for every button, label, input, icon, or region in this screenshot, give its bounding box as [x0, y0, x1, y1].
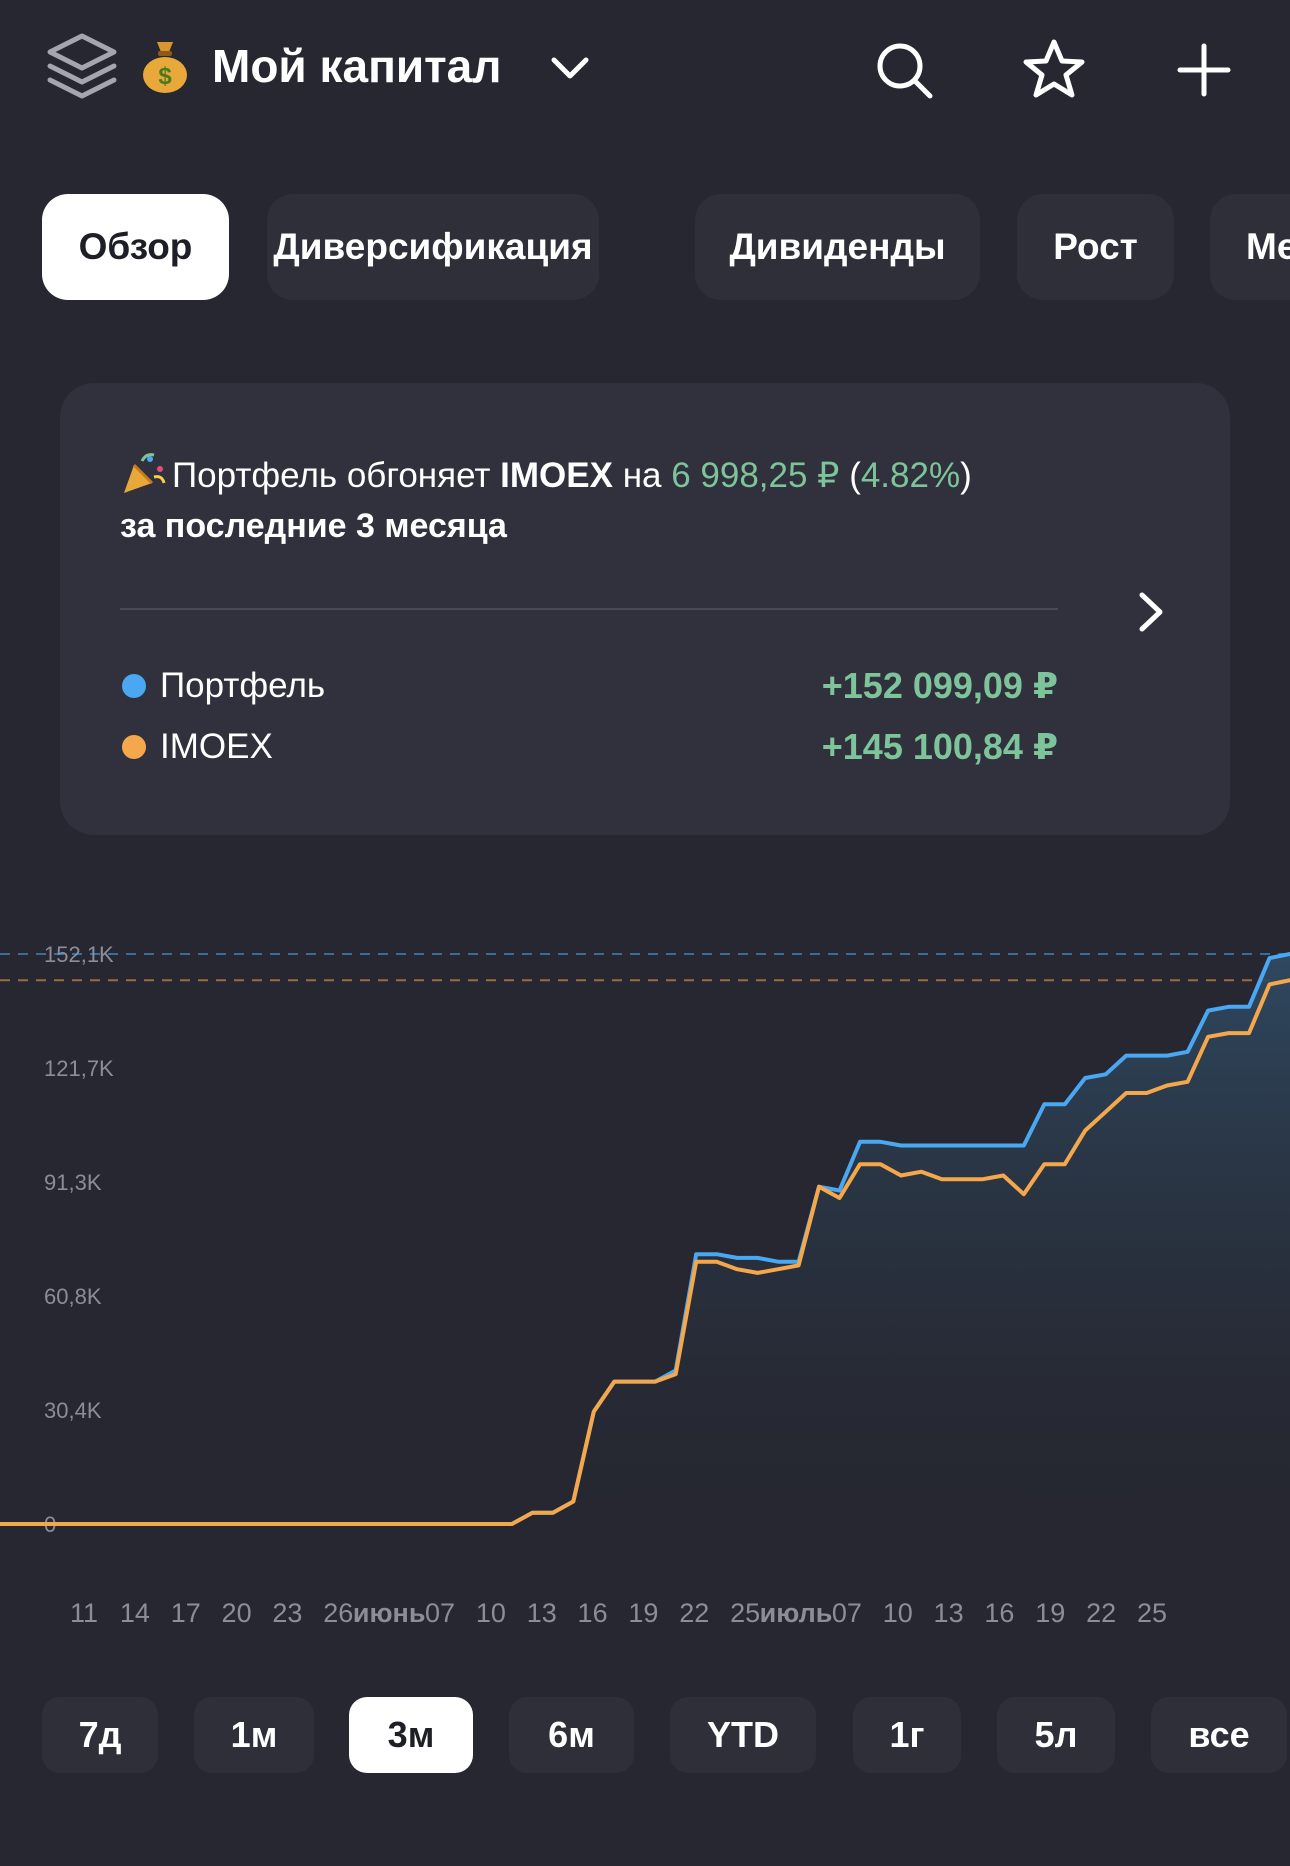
- x-tick-label: 17: [171, 1598, 201, 1628]
- portfolio-title[interactable]: Мой капитал: [212, 40, 502, 92]
- summary-pct-close: ): [960, 456, 972, 495]
- legend-imoex: IMOEX +145 100,84 ₽: [120, 722, 1058, 772]
- summary-headline: Портфель обгоняет IMOEX на 6 998,25 ₽ (4…: [120, 451, 972, 499]
- y-tick-label: 121,7K: [44, 1056, 114, 1081]
- period-6m[interactable]: 6м: [509, 1697, 634, 1773]
- tab-dividends[interactable]: Дивиденды: [695, 194, 980, 300]
- top-bar: $ Мой капитал: [0, 0, 1290, 140]
- star-icon[interactable]: [1018, 34, 1090, 106]
- imoex-dot: [122, 735, 146, 759]
- x-tick-label: 10: [476, 1598, 506, 1628]
- x-tick-label: 11: [70, 1598, 98, 1628]
- x-tick-label: 10: [883, 1598, 913, 1628]
- x-tick-label: 23: [272, 1598, 302, 1628]
- summary-pct-open: (: [849, 456, 861, 495]
- search-icon[interactable]: [868, 34, 940, 106]
- tab-more[interactable]: Ме: [1210, 194, 1290, 300]
- legend-name: Портфель: [160, 666, 326, 705]
- x-tick-label: 16: [578, 1598, 608, 1628]
- period-selector: 7д 1м 3м 6м YTD 1г 5л все: [0, 1697, 1290, 1773]
- party-popper-icon: [124, 453, 166, 493]
- imoex-line: [0, 978, 1290, 1526]
- x-tick-label: 25: [730, 1598, 760, 1628]
- legend-portfolio: Портфель +152 099,09 ₽: [120, 661, 1058, 711]
- tab-diversification[interactable]: Диверсификация: [267, 194, 599, 300]
- legend-name: IMOEX: [160, 727, 273, 766]
- card-divider: [120, 608, 1058, 610]
- legend-value: +145 100,84 ₽: [821, 726, 1058, 767]
- plus-icon[interactable]: [1168, 34, 1240, 106]
- summary-pct: 4.82%: [860, 456, 961, 495]
- x-tick-label: 16: [984, 1598, 1014, 1628]
- x-tick-label: 19: [1035, 1598, 1065, 1628]
- y-tick-label: 60,8K: [44, 1284, 102, 1309]
- period-3m[interactable]: 3м: [349, 1697, 473, 1773]
- portfolio-dot: [122, 674, 146, 698]
- y-tick-label: 30,4K: [44, 1398, 102, 1423]
- summary-diff: 6 998,25 ₽: [671, 456, 840, 495]
- benchmark-summary-card[interactable]: Портфель обгоняет IMOEX на 6 998,25 ₽ (4…: [60, 383, 1230, 835]
- x-tick-label: 07: [832, 1598, 862, 1628]
- x-tick-label: 07: [425, 1598, 455, 1628]
- legend-value: +152 099,09 ₽: [821, 665, 1058, 706]
- y-tick-label: 91,3K: [44, 1170, 102, 1195]
- x-tick-label: 22: [679, 1598, 709, 1628]
- x-tick-label: 22: [1086, 1598, 1116, 1628]
- chevron-down-icon[interactable]: [548, 48, 592, 88]
- tab-growth[interactable]: Рост: [1017, 194, 1174, 300]
- x-tick-label: 19: [628, 1598, 658, 1628]
- money-bag-icon: $: [143, 42, 187, 93]
- x-tick-label: 25: [1137, 1598, 1167, 1628]
- period-1m[interactable]: 1м: [194, 1697, 314, 1773]
- x-tick-label: 13: [934, 1598, 964, 1628]
- layers-icon[interactable]: [44, 30, 120, 106]
- chevron-right-icon[interactable]: [1128, 587, 1174, 637]
- period-1y[interactable]: 1г: [853, 1697, 961, 1773]
- x-tick-label: июнь: [353, 1598, 426, 1628]
- x-tick-label: 13: [527, 1598, 557, 1628]
- x-tick-label: 20: [222, 1598, 252, 1628]
- period-all[interactable]: все: [1151, 1697, 1287, 1773]
- period-7d[interactable]: 7д: [42, 1697, 158, 1773]
- summary-index: IMOEX: [500, 456, 613, 495]
- tab-overview[interactable]: Обзор: [42, 194, 229, 300]
- x-tick-label: июль: [760, 1598, 833, 1628]
- x-tick-label: 14: [120, 1598, 150, 1628]
- summary-period: за последние 3 месяца: [120, 507, 507, 545]
- x-tick-label: 26: [323, 1598, 353, 1628]
- period-5y[interactable]: 5л: [997, 1697, 1115, 1773]
- period-ytd[interactable]: YTD: [670, 1697, 816, 1773]
- svg-text:$: $: [158, 63, 172, 90]
- summary-mid: на: [622, 456, 662, 495]
- summary-prefix: Портфель обгоняет: [172, 456, 491, 495]
- section-tabs: Обзор Диверсификация Дивиденды Рост Ме: [42, 194, 1290, 300]
- portfolio-area: [0, 954, 1290, 1524]
